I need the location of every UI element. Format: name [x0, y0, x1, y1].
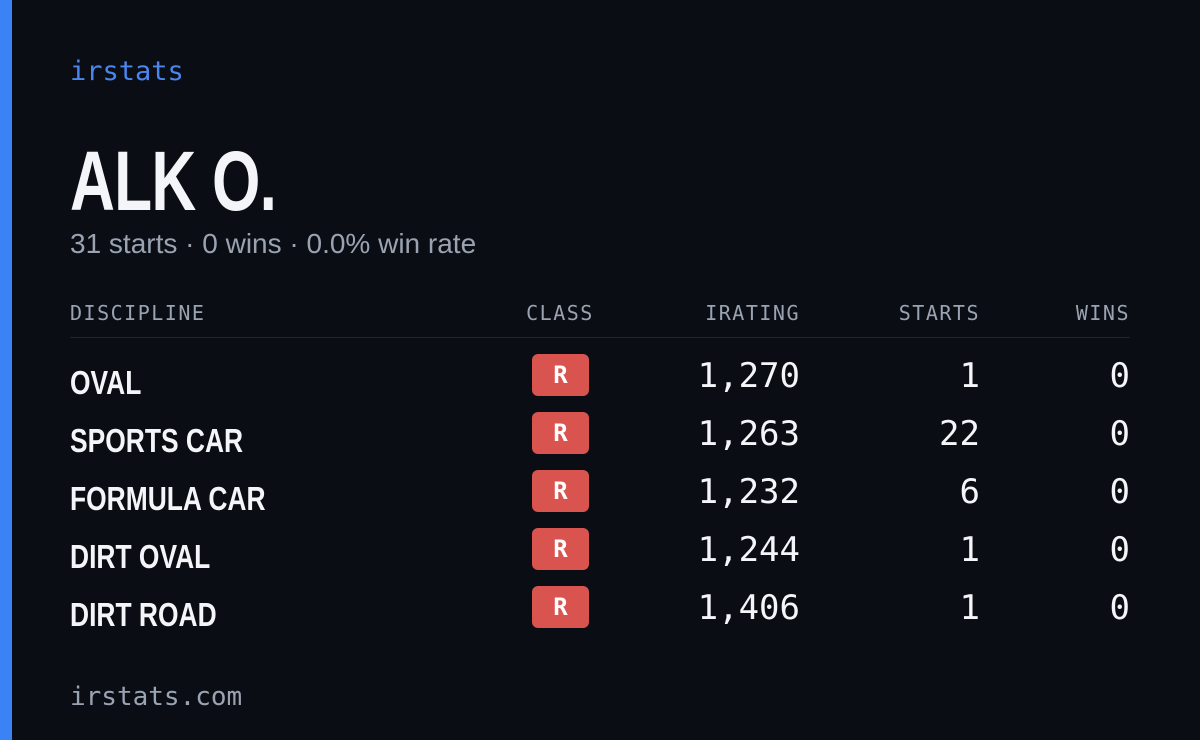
wins: 0 — [1109, 356, 1130, 396]
starts: 1 — [959, 356, 980, 396]
class-badge: R — [532, 470, 589, 512]
class-badge: R — [532, 528, 589, 570]
starts: 1 — [959, 588, 980, 628]
discipline: SPORTS CAR — [70, 422, 244, 459]
class-badge: R — [532, 412, 589, 454]
irating: 1,232 — [697, 472, 800, 512]
column-header: DISCIPLINE — [70, 301, 206, 325]
discipline: DIRT ROAD — [70, 596, 217, 633]
column-header: CLASS — [526, 301, 594, 325]
wins: 0 — [1109, 530, 1130, 570]
discipline: DIRT OVAL — [70, 538, 211, 575]
irating: 1,406 — [697, 588, 800, 628]
irating: 1,263 — [697, 414, 800, 454]
class-badge: R — [532, 354, 589, 396]
header-rule — [70, 337, 1130, 338]
driver-name: ALK O. — [70, 134, 277, 228]
column-header: WINS — [1075, 301, 1130, 325]
irating: 1,270 — [697, 356, 800, 396]
starts: 6 — [959, 472, 980, 512]
starts: 1 — [959, 530, 980, 570]
irating: 1,244 — [697, 530, 800, 570]
discipline: FORMULA CAR — [70, 480, 266, 517]
starts: 22 — [939, 414, 980, 454]
column-header: IRATING — [705, 301, 800, 325]
footer: irstats.com — [70, 682, 243, 712]
wins: 0 — [1109, 414, 1130, 454]
class-badge: R — [532, 586, 589, 628]
accent-bar — [0, 0, 12, 740]
brand: irstats — [70, 56, 184, 87]
discipline: OVAL — [70, 364, 142, 401]
wins: 0 — [1109, 472, 1130, 512]
driver-summary: 31 starts · 0 wins · 0.0% win rate — [70, 228, 477, 259]
column-header: STARTS — [898, 301, 980, 325]
wins: 0 — [1109, 588, 1130, 628]
